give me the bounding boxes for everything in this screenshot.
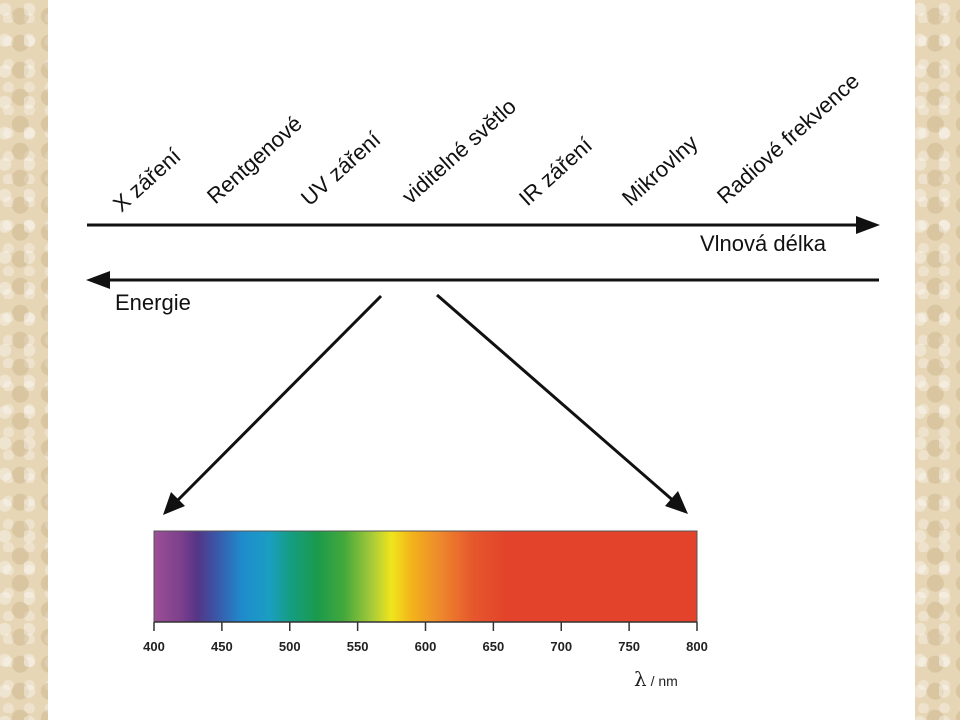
energy-axis-label: Energie <box>115 290 191 315</box>
wavelength-axis-label: Vlnová délka <box>700 231 826 256</box>
tick-label-450: 450 <box>211 639 233 654</box>
zoom-arrow-right-line <box>436 293 677 505</box>
tick-label-500: 500 <box>278 639 301 654</box>
tick-label-400: 400 <box>143 639 165 654</box>
wavelength-arrow-head <box>856 216 880 234</box>
spectrum-tick-marks <box>153 622 698 631</box>
unit-text: / nm <box>646 673 678 689</box>
visible-spectrum-bar <box>153 530 698 623</box>
tick-label-800: 800 <box>686 639 708 654</box>
zoom-arrow-left-head <box>163 492 185 515</box>
tick-label-550: 550 <box>346 639 369 654</box>
zoom-arrow-left-line <box>173 294 383 505</box>
lambda-symbol: λ <box>634 667 647 691</box>
energy-arrow-head <box>86 271 110 289</box>
parchment-border-right <box>915 0 960 720</box>
tick-label-750: 750 <box>618 639 640 654</box>
wavelength-unit-label: λ / nm <box>634 667 678 691</box>
tick-label-700: 700 <box>550 639 573 654</box>
tick-label-650: 650 <box>482 639 505 654</box>
zoom-arrow-right-head <box>665 491 688 514</box>
parchment-border-left <box>0 0 48 720</box>
tick-label-600: 600 <box>414 639 437 654</box>
